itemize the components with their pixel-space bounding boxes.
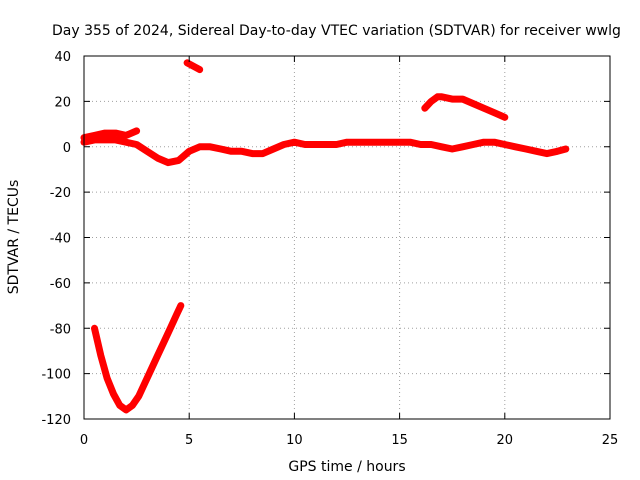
axis-ticks: 0 5 10 15 20 25 40 20 0 -20 -40 -60 -80 -100 -120: [41, 50, 618, 448]
y-tick-label: -100: [41, 368, 71, 383]
y-tick-label: -120: [41, 413, 71, 428]
y-tick-label: -20: [50, 186, 71, 201]
plot-frame: [84, 56, 610, 419]
data-points: [81, 60, 569, 413]
y-tick-label: 40: [54, 50, 71, 65]
y-tick-label: -80: [50, 322, 71, 337]
series-arc-16-20h-trace: [425, 97, 505, 118]
x-axis-label: GPS time / hours: [288, 459, 405, 475]
x-tick-label: 25: [602, 433, 619, 448]
x-tick-label: 0: [80, 433, 88, 448]
series-arc-low-trace: [95, 306, 181, 410]
y-axis-label: SDTVAR / TECUs: [6, 180, 22, 295]
grid: [84, 56, 610, 419]
x-tick-label: 20: [497, 433, 514, 448]
y-tick-label: 20: [54, 95, 71, 110]
x-tick-label: 10: [286, 433, 303, 448]
x-tick-label: 5: [185, 433, 193, 448]
sdtvar-chart: Day 355 of 2024, Sidereal Day-to-day VTE…: [0, 0, 640, 480]
y-tick-label: 0: [63, 141, 71, 156]
y-tick-label: -60: [50, 277, 71, 292]
chart-title: Day 355 of 2024, Sidereal Day-to-day VTE…: [52, 23, 621, 39]
y-tick-label: -40: [50, 232, 71, 247]
x-tick-label: 15: [391, 433, 408, 448]
